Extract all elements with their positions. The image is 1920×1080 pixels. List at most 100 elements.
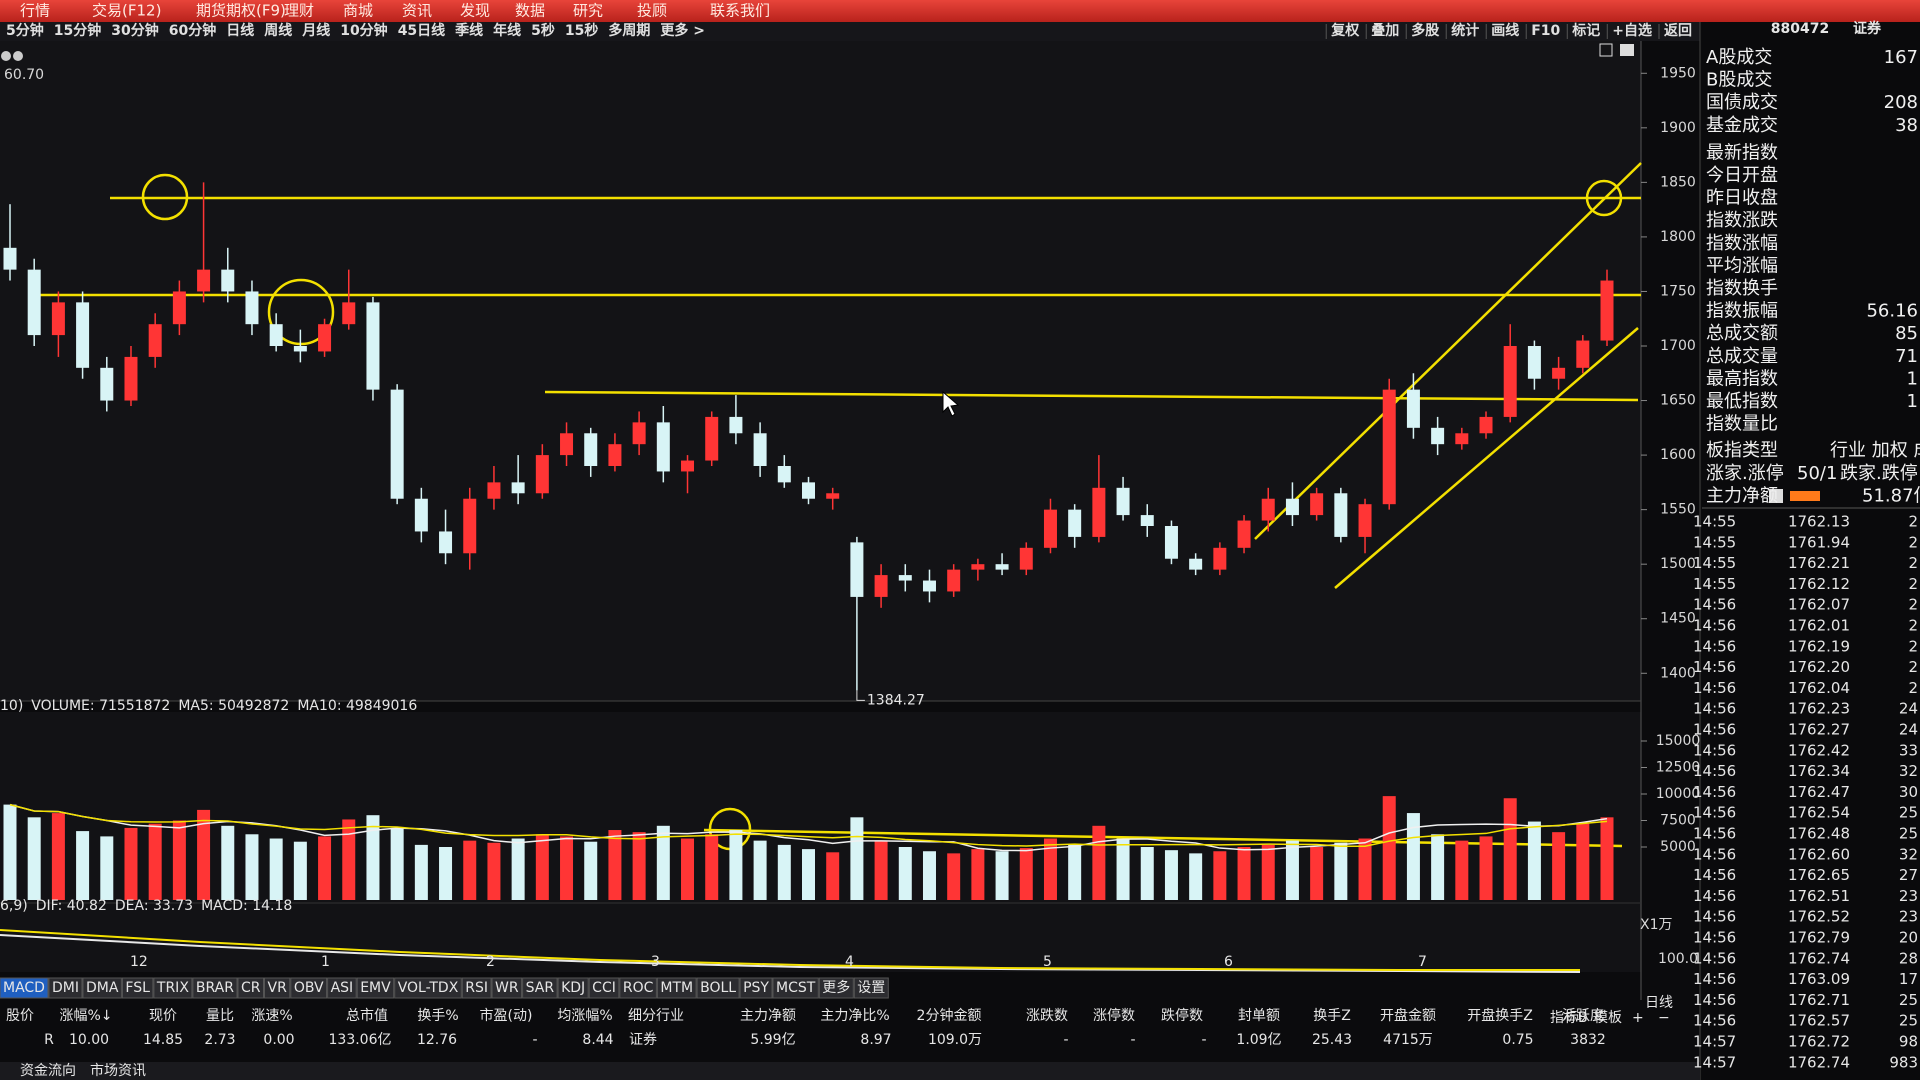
stat-value: 56.16: [1866, 301, 1918, 322]
menu-item[interactable]: 交易(F12): [92, 2, 161, 20]
period-button[interactable]: 30分钟: [111, 22, 158, 39]
indicator-tab[interactable]: ASI: [331, 980, 354, 996]
period-button[interactable]: 年线: [493, 22, 521, 39]
period-button[interactable]: 月线: [301, 22, 330, 39]
tick-time: 14:56: [1693, 845, 1736, 863]
table-value: 证券: [629, 1032, 657, 1048]
table-header: 市盈(动): [480, 1007, 533, 1024]
period-button[interactable]: 10分钟: [340, 22, 387, 39]
indicator-tab[interactable]: VOL-TDX: [398, 980, 459, 996]
indicator-tab[interactable]: OBV: [294, 980, 324, 996]
period-button[interactable]: 15分钟: [54, 22, 101, 39]
volume-bar: [1164, 850, 1178, 900]
toolbar-button[interactable]: 复权: [1330, 22, 1360, 39]
menu-item[interactable]: 行情: [20, 2, 50, 20]
indicator-tab-box: [656, 977, 697, 999]
panel-header: DIF: 40.82: [36, 898, 107, 914]
period-button[interactable]: 周线: [264, 22, 292, 39]
volume-bar: [608, 830, 622, 900]
tick-volume: 27: [1899, 866, 1918, 884]
indicator-tab[interactable]: BOLL: [700, 980, 736, 996]
indicator-tab[interactable]: MTM: [660, 980, 693, 996]
table-value: 0.00: [263, 1032, 294, 1048]
indicator-tab[interactable]: CR: [241, 980, 261, 996]
period-button[interactable]: 15秒: [565, 22, 598, 39]
menu-item[interactable]: 资讯: [402, 2, 432, 20]
tick-time: 14:57: [1693, 1033, 1736, 1051]
top-price-label: 60.70: [4, 67, 44, 83]
y-tick-label: 10000: [1656, 786, 1701, 802]
indicator-tab-box: [588, 977, 620, 999]
indicator-tab[interactable]: RSI: [465, 980, 488, 996]
indicator-tab[interactable]: CCI: [592, 980, 616, 996]
volume-bar: [27, 817, 41, 900]
volume-bar: [1140, 847, 1154, 900]
toolbar-button[interactable]: F10: [1531, 23, 1560, 39]
indicator-tab[interactable]: VR: [268, 980, 288, 996]
panel-button[interactable]: 指标B: [1550, 1010, 1588, 1026]
indicator-tab[interactable]: MACD: [3, 980, 45, 996]
indicator-tab-box: [619, 977, 657, 999]
volume-bar: [1552, 832, 1566, 900]
toolbar-button[interactable]: +自选: [1612, 22, 1652, 39]
period-button[interactable]: 日线: [226, 22, 254, 39]
indicator-tab[interactable]: MCST: [776, 980, 816, 996]
indicator-tab[interactable]: 设置: [857, 980, 885, 996]
toolbar-button[interactable]: 统计: [1451, 22, 1479, 39]
indicator-tab[interactable]: ROC: [623, 980, 654, 996]
candle-body: [390, 389, 404, 499]
period-button[interactable]: 60分钟: [169, 22, 216, 39]
period-button[interactable]: 5分钟: [6, 22, 44, 39]
indicator-tab[interactable]: BRAR: [196, 980, 234, 996]
indicator-tab[interactable]: DMI: [52, 980, 79, 996]
table-value: -: [1130, 1032, 1135, 1048]
menu-item[interactable]: 发现: [460, 2, 490, 20]
toolbar-button[interactable]: 标记: [1571, 22, 1600, 39]
toolbar-button[interactable]: 返回: [1664, 22, 1692, 39]
menu-item[interactable]: 联系我们: [710, 2, 770, 20]
indicator-tab[interactable]: EMV: [360, 980, 391, 996]
menu-item[interactable]: 投顾: [637, 2, 667, 20]
tick-volume: 2: [1908, 596, 1918, 614]
tick-time: 14:56: [1693, 741, 1736, 759]
volume-bar: [269, 838, 283, 900]
table-value: -: [1201, 1032, 1206, 1048]
menu-item[interactable]: 理财: [284, 2, 314, 20]
candle-body: [439, 531, 453, 554]
stat-label: 板指类型: [1706, 440, 1778, 461]
table-header: 活跃度: [1562, 1008, 1604, 1024]
indicator-tab[interactable]: DMA: [86, 980, 119, 996]
tick-volume: 25: [1899, 991, 1918, 1009]
table-value: R: [44, 1032, 54, 1048]
indicator-tab[interactable]: TRIX: [156, 980, 189, 996]
tick-volume: 20: [1899, 929, 1918, 947]
period-button[interactable]: 多周期: [608, 22, 650, 39]
indicator-tab[interactable]: SAR: [526, 980, 555, 996]
toolbar-button[interactable]: 画线: [1491, 22, 1519, 39]
period-button[interactable]: 45日线: [398, 22, 445, 39]
volume-bar: [1576, 823, 1590, 900]
period-button[interactable]: 更多 >: [660, 22, 705, 39]
menu-item[interactable]: 数据: [515, 2, 545, 20]
indicator-tab-box: [48, 977, 83, 999]
menu-item[interactable]: 商城: [343, 2, 373, 20]
menu-item[interactable]: 期货期权(F9): [196, 2, 286, 20]
candle-body: [1140, 515, 1154, 526]
period-button[interactable]: 季线: [454, 22, 483, 39]
panel-button[interactable]: −: [1658, 1010, 1670, 1026]
toolbar-button[interactable]: 多股: [1411, 22, 1440, 39]
table-value: 10.00: [69, 1032, 109, 1048]
menu-item[interactable]: 研究: [573, 2, 603, 20]
indicator-tab[interactable]: 更多: [822, 979, 850, 996]
bottom-tab[interactable]: 市场资讯: [90, 1062, 146, 1079]
indicator-tab[interactable]: WR: [495, 980, 519, 996]
toolbar-button[interactable]: 叠加: [1371, 22, 1399, 39]
period-button[interactable]: 5秒: [531, 22, 555, 39]
indicator-tab[interactable]: PSY: [743, 980, 769, 996]
indicator-tab[interactable]: FSL: [125, 980, 150, 996]
panel-button[interactable]: +: [1632, 1010, 1644, 1026]
panel-header: VOLUME: 71551872: [31, 698, 170, 714]
panel-button[interactable]: 模板: [1594, 1010, 1622, 1026]
bottom-tab[interactable]: 资金流向: [20, 1063, 76, 1079]
indicator-tab[interactable]: KDJ: [561, 980, 585, 996]
